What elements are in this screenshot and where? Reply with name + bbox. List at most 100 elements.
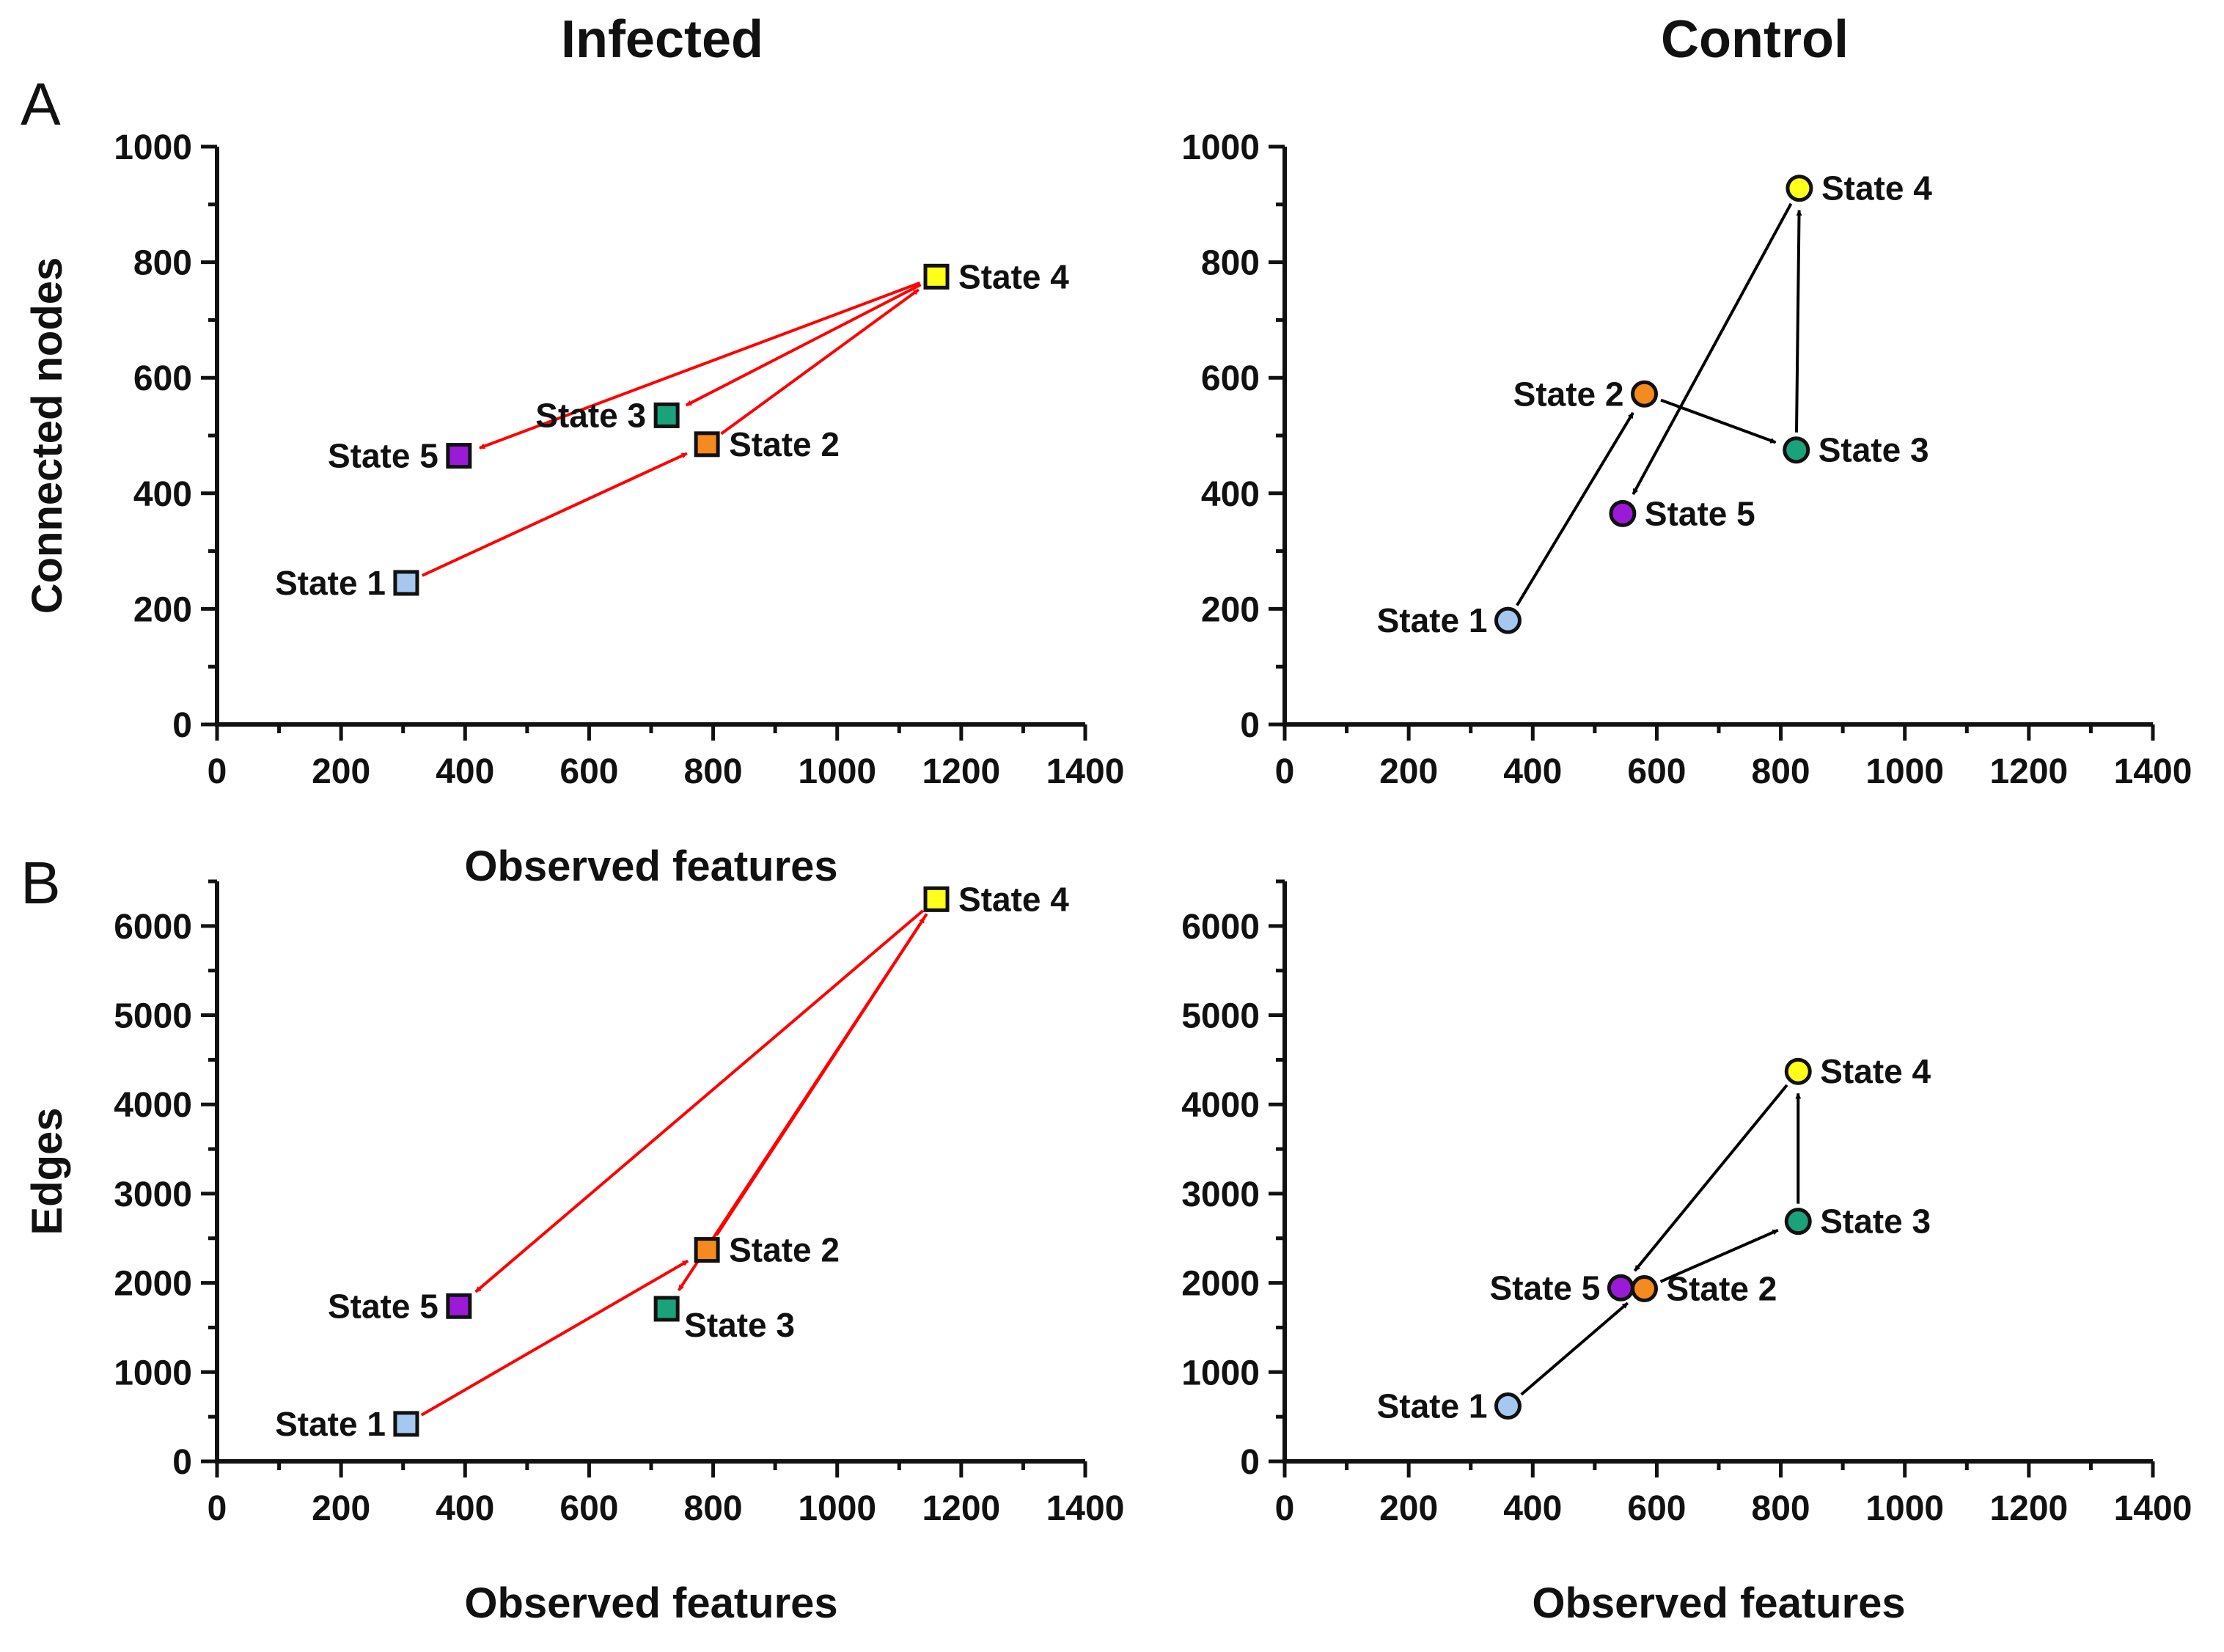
y-tick-label: 800 — [1201, 244, 1260, 283]
state-label: State 5 — [1490, 1269, 1601, 1307]
state-marker-square — [923, 886, 950, 912]
y-tick-label: 0 — [1240, 706, 1260, 745]
transition-arrow — [1633, 1084, 1788, 1272]
transition-arrow — [1794, 209, 1802, 433]
state-marker-square — [446, 443, 472, 469]
y-tick-label: 6000 — [114, 908, 192, 947]
chart-a-control: 0 200 400 600 800 1000 1200 1400 0 200 400 600 800 10… — [1181, 128, 2192, 791]
transition-arrow — [479, 281, 921, 449]
y-tick-label: 2000 — [114, 1265, 192, 1304]
x-tick-label: 200 — [1379, 752, 1438, 791]
state-label: State 4 — [1821, 169, 1932, 208]
state-marker-circle — [1494, 606, 1522, 634]
state-marker-square — [393, 570, 419, 596]
state-marker-circle — [1494, 1392, 1522, 1420]
y-tick-label: 800 — [133, 244, 192, 283]
x-tick-label: 1400 — [2114, 752, 2192, 791]
state-marker-circle — [1783, 436, 1810, 464]
state-label: State 2 — [729, 1231, 840, 1269]
panel-letter-b: B — [21, 850, 61, 917]
transition-arrow — [720, 288, 920, 436]
x-tick-label: 800 — [684, 1489, 743, 1528]
transition-arrow — [1632, 202, 1793, 495]
state-label: State 4 — [1820, 1052, 1931, 1090]
x-tick-label: 1200 — [1989, 1489, 2068, 1528]
x-tick-label: 400 — [436, 1489, 494, 1528]
x-tick-label: 0 — [1275, 752, 1295, 791]
state-marker-circle — [1784, 1057, 1812, 1085]
chart-b-control: 0 200 400 600 800 1000 1200 1400 0 1000 2000 3000 40… — [1181, 879, 2192, 1627]
y-tick-label: 1000 — [1181, 1354, 1260, 1392]
x-tick-label: 200 — [312, 752, 370, 791]
x-tick-label: 800 — [1752, 1489, 1810, 1528]
y-tick-label: 400 — [1201, 475, 1260, 514]
x-tick-label: 200 — [1379, 1489, 1438, 1528]
x-tick-label: 1400 — [2114, 1489, 2192, 1528]
state-label: State 2 — [729, 425, 840, 463]
x-tick-label: 1000 — [1865, 752, 1944, 791]
y-tick-label: 200 — [133, 590, 192, 629]
state-marker-circle — [1631, 380, 1659, 408]
state-label: State 5 — [328, 1287, 438, 1325]
state-label: State 1 — [1377, 1387, 1488, 1425]
y-tick-label: 6000 — [1181, 908, 1260, 947]
x-tick-label: 400 — [1503, 752, 1562, 791]
y-tick-label: 5000 — [114, 997, 192, 1036]
y-tick-label: 1000 — [1181, 128, 1260, 167]
x-tick-label: 1400 — [1046, 752, 1125, 791]
x-tick-label: 800 — [1752, 752, 1810, 791]
chart-b-infected: 0 200 400 600 800 1000 1200 1400 0 1000 2000 3000 40… — [23, 879, 1125, 1627]
x-axis-title: Observed features — [464, 1579, 837, 1627]
x-tick-label: 200 — [312, 1489, 370, 1528]
state-marker-circle — [1631, 1275, 1659, 1303]
state-marker-square — [653, 402, 680, 428]
y-tick-label: 0 — [172, 706, 192, 745]
x-tick-label: 600 — [559, 1489, 618, 1528]
x-tick-label: 600 — [1627, 752, 1686, 791]
y-axis-title: Connected nodes — [23, 257, 71, 614]
state-marker-square — [446, 1293, 472, 1319]
x-tick-label: 600 — [1627, 1489, 1686, 1528]
state-marker-circle — [1609, 499, 1637, 527]
transition-arrow — [1516, 411, 1634, 606]
state-marker-square — [923, 263, 950, 290]
y-tick-label: 3000 — [1181, 1175, 1260, 1214]
state-label: State 1 — [275, 1405, 386, 1443]
state-label: State 4 — [958, 257, 1069, 295]
state-label: State 2 — [1667, 1270, 1777, 1308]
chart-a-infected: 0 200 400 600 800 1000 1200 1400 0 200 400 600 800 10… — [23, 128, 1124, 890]
x-tick-label: 1000 — [798, 752, 876, 791]
state-label: State 1 — [1377, 601, 1488, 639]
y-tick-label: 4000 — [1181, 1086, 1260, 1125]
state-marker-square — [653, 1296, 680, 1322]
y-tick-label: 1000 — [114, 128, 192, 167]
y-tick-label: 1000 — [114, 1354, 192, 1392]
x-tick-label: 400 — [1503, 1489, 1562, 1528]
x-tick-label: 800 — [684, 752, 743, 791]
transition-arrow — [1520, 1302, 1629, 1396]
y-tick-label: 600 — [1201, 359, 1260, 398]
state-label: State 4 — [958, 880, 1069, 918]
state-label: State 1 — [275, 564, 386, 602]
y-tick-label: 0 — [1240, 1443, 1260, 1482]
state-marker-circle — [1784, 1208, 1812, 1236]
state-marker-circle — [1786, 175, 1813, 202]
transition-arrow — [420, 1259, 689, 1417]
y-tick-label: 2000 — [1181, 1265, 1260, 1304]
transition-arrow — [677, 913, 928, 1291]
x-tick-label: 600 — [559, 752, 618, 791]
x-tick-label: 0 — [208, 752, 227, 791]
transition-arrow — [421, 452, 688, 577]
y-tick-label: 3000 — [114, 1175, 192, 1214]
column-title-infected: Infected — [561, 10, 763, 69]
x-tick-label: 0 — [1275, 1489, 1295, 1528]
x-tick-label: 1200 — [922, 1489, 1000, 1528]
transition-arrow — [685, 283, 922, 407]
state-marker-square — [694, 1237, 720, 1263]
transition-arrow — [474, 909, 925, 1293]
state-label: State 3 — [535, 396, 646, 434]
state-label: State 5 — [1645, 494, 1755, 532]
x-tick-label: 1400 — [1046, 1489, 1125, 1528]
x-axis-title: Observed features — [1532, 1579, 1905, 1627]
